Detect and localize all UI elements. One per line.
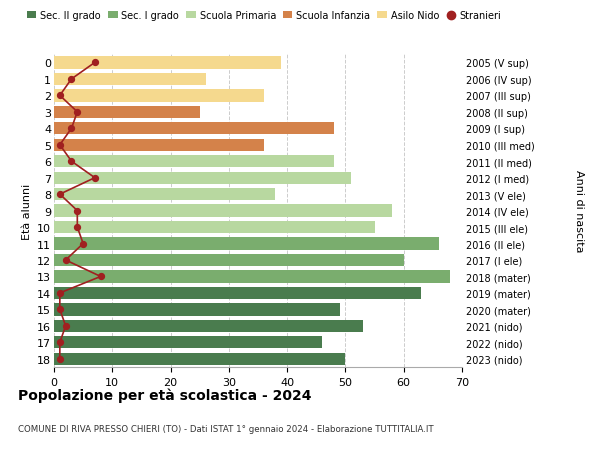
Point bbox=[67, 158, 76, 166]
Point bbox=[73, 224, 82, 231]
Bar bbox=[54, 57, 281, 69]
Point bbox=[55, 306, 65, 313]
Point bbox=[55, 290, 65, 297]
Text: Popolazione per età scolastica - 2024: Popolazione per età scolastica - 2024 bbox=[18, 388, 311, 403]
Y-axis label: Età alunni: Età alunni bbox=[22, 183, 32, 239]
Point bbox=[55, 355, 65, 363]
Bar bbox=[54, 172, 351, 185]
Bar bbox=[54, 205, 392, 217]
Text: COMUNE DI RIVA PRESSO CHIERI (TO) - Dati ISTAT 1° gennaio 2024 - Elaborazione TU: COMUNE DI RIVA PRESSO CHIERI (TO) - Dati… bbox=[18, 425, 434, 434]
Bar bbox=[54, 106, 200, 119]
Point bbox=[73, 207, 82, 215]
Bar bbox=[54, 123, 334, 135]
Point bbox=[55, 191, 65, 198]
Bar bbox=[54, 90, 264, 102]
Legend: Sec. II grado, Sec. I grado, Scuola Primaria, Scuola Infanzia, Asilo Nido, Stran: Sec. II grado, Sec. I grado, Scuola Prim… bbox=[23, 7, 505, 25]
Bar bbox=[54, 238, 439, 250]
Point bbox=[67, 125, 76, 133]
Bar bbox=[54, 271, 451, 283]
Bar bbox=[54, 156, 334, 168]
Point bbox=[90, 174, 100, 182]
Bar bbox=[54, 303, 340, 316]
Point bbox=[55, 142, 65, 149]
Bar bbox=[54, 320, 363, 332]
Bar bbox=[54, 189, 275, 201]
Bar bbox=[54, 139, 264, 151]
Bar bbox=[54, 336, 322, 349]
Point bbox=[61, 323, 70, 330]
Point bbox=[67, 76, 76, 84]
Point bbox=[73, 109, 82, 116]
Bar bbox=[54, 353, 346, 365]
Bar bbox=[54, 254, 404, 267]
Bar bbox=[54, 73, 206, 86]
Point bbox=[90, 60, 100, 67]
Point bbox=[55, 339, 65, 346]
Bar bbox=[54, 287, 421, 299]
Point bbox=[79, 241, 88, 248]
Point bbox=[55, 92, 65, 100]
Bar bbox=[54, 221, 374, 234]
Point bbox=[96, 273, 106, 280]
Y-axis label: Anni di nascita: Anni di nascita bbox=[574, 170, 584, 252]
Point bbox=[61, 257, 70, 264]
